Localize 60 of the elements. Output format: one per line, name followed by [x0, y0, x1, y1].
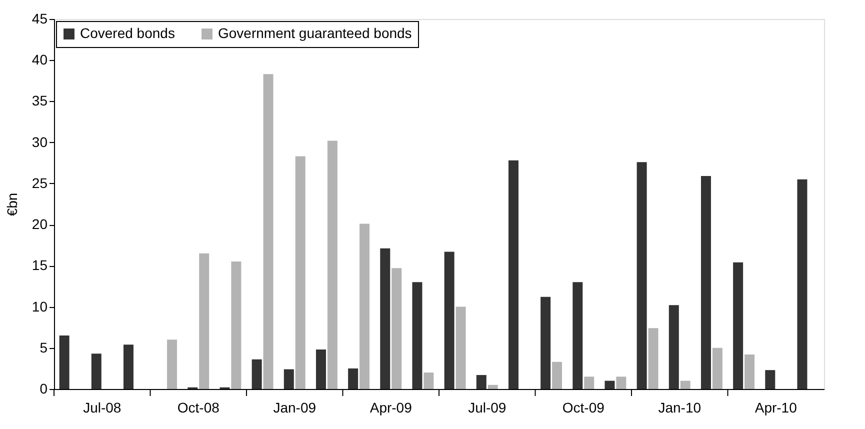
bar [412, 282, 422, 389]
bar [765, 370, 776, 389]
bar [392, 268, 402, 389]
bar [444, 252, 454, 389]
bar [636, 162, 647, 389]
bar [604, 380, 615, 389]
bar [360, 224, 370, 389]
y-tick-label: 25 [32, 174, 48, 191]
bar [680, 380, 690, 389]
bar [91, 354, 102, 389]
y-tick-label: 40 [32, 52, 48, 68]
bar [199, 253, 210, 389]
bar [263, 74, 274, 389]
bar [231, 262, 242, 389]
legend-label: Government guaranteed bonds [218, 25, 412, 41]
x-tick-label: Apr-10 [754, 400, 798, 416]
x-tick-label: Jan-09 [273, 400, 316, 416]
bar [348, 368, 358, 389]
bar [284, 369, 294, 389]
bar [295, 156, 306, 389]
bar [488, 384, 498, 389]
x-tick-label: Apr-09 [370, 400, 412, 416]
bar [733, 262, 744, 389]
y-tick-label: 10 [32, 298, 48, 314]
x-tick-label: Jan-10 [658, 400, 702, 416]
bar [572, 282, 583, 389]
bar [648, 328, 658, 389]
bar [540, 296, 551, 389]
y-tick-label: 15 [32, 257, 48, 274]
bar [456, 306, 466, 389]
bar [712, 348, 722, 389]
bar [744, 354, 755, 389]
bar [327, 140, 338, 389]
bar [424, 372, 434, 389]
bar [59, 336, 70, 389]
x-tick-label: Jul-09 [468, 400, 506, 416]
bar [316, 350, 326, 389]
y-axis-title: €bn [4, 192, 20, 216]
bar [552, 362, 562, 389]
x-tick-label: Oct-08 [177, 400, 220, 416]
bar [380, 248, 390, 389]
x-tick-label: Jul-08 [83, 400, 122, 416]
bar [508, 160, 518, 389]
bar [668, 305, 679, 389]
y-tick-label: 30 [32, 134, 48, 150]
y-tick-label: 35 [32, 92, 48, 109]
y-tick-label: 5 [40, 339, 48, 356]
y-tick-label: 45 [32, 10, 48, 26]
bar [252, 359, 262, 389]
y-tick-label: 0 [40, 380, 48, 396]
bar [167, 340, 178, 389]
legend-label: Covered bonds [80, 25, 175, 41]
bar [584, 376, 594, 389]
bar [700, 176, 711, 389]
bar [476, 375, 486, 389]
y-tick-label: 20 [32, 216, 48, 232]
bar [616, 376, 626, 389]
x-tick-label: Oct-09 [562, 400, 605, 416]
bar [797, 179, 808, 389]
bar [123, 344, 134, 389]
